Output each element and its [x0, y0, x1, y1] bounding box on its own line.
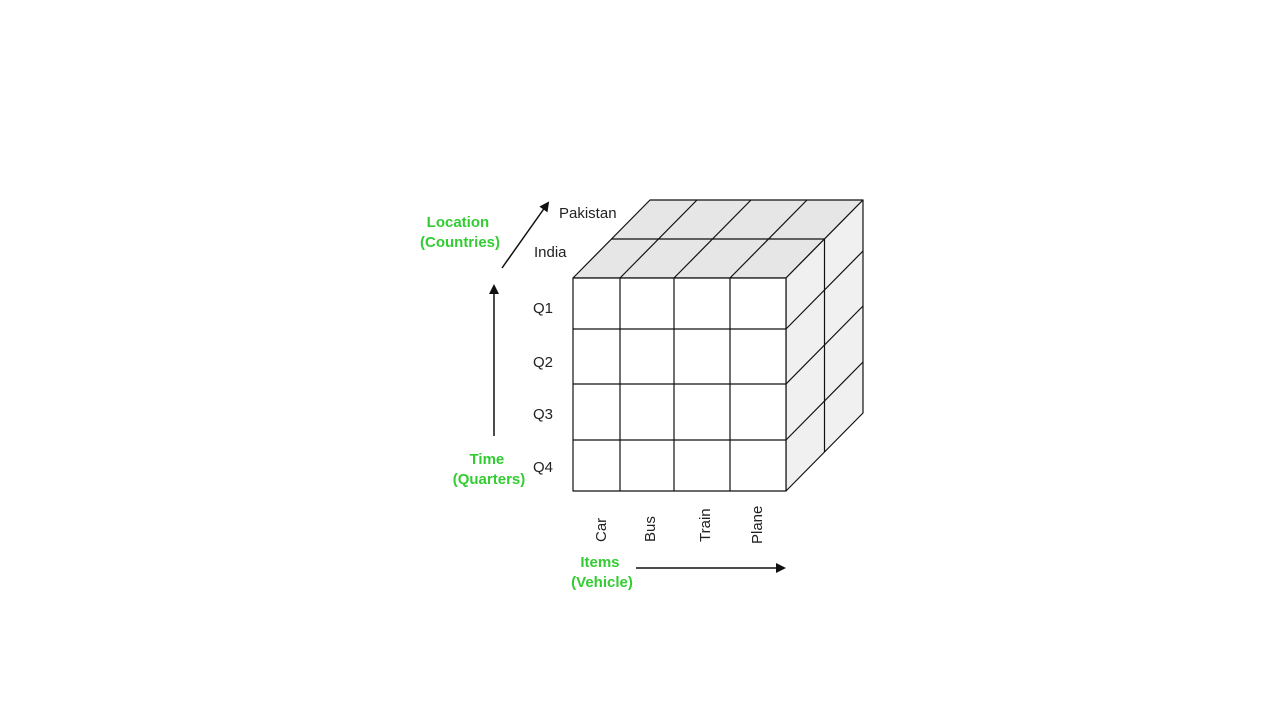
time-axis-title-line1: Time — [470, 451, 505, 468]
items-axis-title: Items (Vehicle) — [571, 554, 633, 591]
time-axis-title: Time (Quarters) — [453, 451, 526, 488]
data-cube — [572, 199, 864, 492]
time-axis-title-line2: (Quarters) — [453, 471, 526, 488]
quarter-label-q2: Q2 — [533, 354, 553, 371]
quarter-label-q1: Q1 — [533, 300, 553, 317]
location-axis-title: Location (Countries) — [420, 214, 500, 251]
quarter-label-q4: Q4 — [533, 459, 553, 476]
location-axis-title-line2: (Countries) — [420, 234, 500, 251]
vehicle-label-plane: Plane — [749, 506, 766, 544]
items-axis-title-line2: (Vehicle) — [571, 574, 633, 591]
vehicle-label-train: Train — [697, 508, 714, 542]
quarter-label-q3: Q3 — [533, 406, 553, 423]
location-axis-arrow — [501, 201, 550, 269]
location-axis-title-line1: Location — [427, 214, 490, 231]
vehicle-label-car: Car — [593, 518, 610, 542]
location-label-pakistan: Pakistan — [559, 205, 617, 222]
location-label-india: India — [534, 244, 567, 261]
items-axis-title-line1: Items — [580, 554, 619, 571]
vehicle-label-bus: Bus — [642, 516, 659, 542]
